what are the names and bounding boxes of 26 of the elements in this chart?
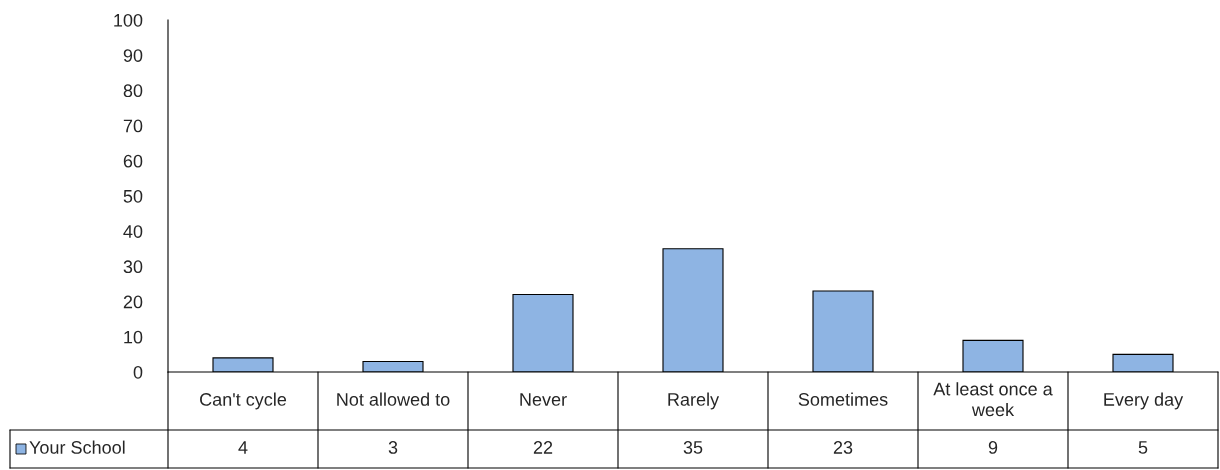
y-tick-label: 10 <box>124 330 143 344</box>
y-tick-label: 80 <box>123 84 143 98</box>
y-tick-label: 20 <box>123 295 143 309</box>
x-tick-label: Rarely <box>668 392 720 410</box>
legend-label: Your School <box>29 440 125 454</box>
y-tick-label: 60 <box>123 154 143 168</box>
data-label: 35 <box>683 441 703 454</box>
data-label: 5 <box>1138 441 1148 454</box>
y-tick-label: 40 <box>123 225 143 238</box>
data-label: 3 <box>388 441 398 454</box>
data-label: 4 <box>238 441 248 454</box>
data-label: 23 <box>833 441 853 454</box>
y-tick-label: 100 <box>114 13 143 27</box>
x-tick-label: Not allowed to <box>337 392 450 406</box>
y-tick-label: 0 <box>133 365 143 379</box>
x-tick-label: Every day <box>1104 392 1184 410</box>
y-tick-label: 90 <box>123 49 143 62</box>
y-tick-label: 70 <box>123 119 143 133</box>
x-tick-label: Never <box>520 393 567 406</box>
data-label: 22 <box>533 441 553 454</box>
x-tick-label: Can't cycle <box>200 392 287 410</box>
x-tick-label: At least once a week <box>933 382 1053 417</box>
x-tick-label: Sometimes <box>798 392 888 406</box>
data-label: 9 <box>988 441 998 454</box>
y-tick-label: 30 <box>123 260 143 274</box>
y-tick-label: 50 <box>123 189 143 203</box>
